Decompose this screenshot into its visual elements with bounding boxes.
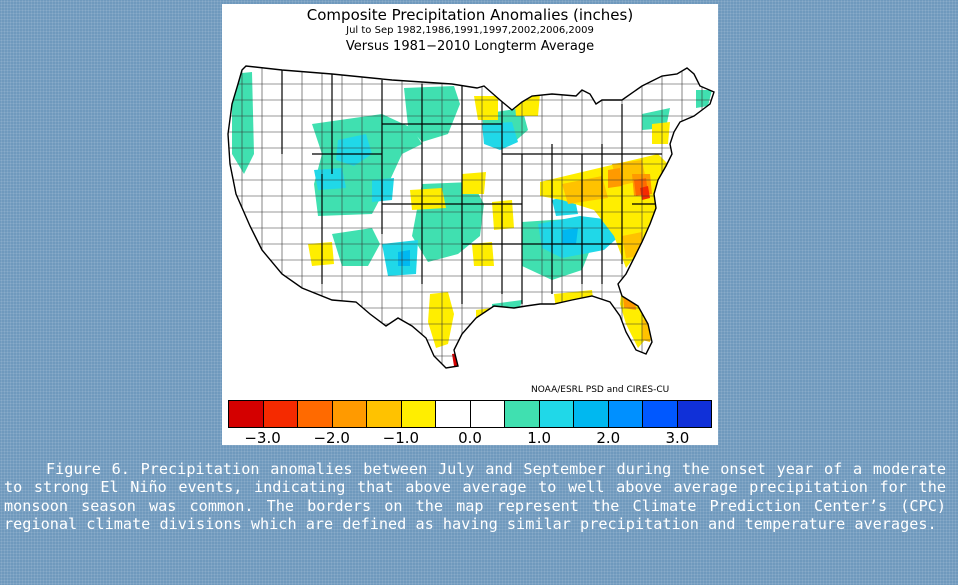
map-subtitle: Jul to Sep 1982,1986,1991,1997,2002,2006… [346,25,594,36]
color-scale-box [677,401,711,427]
color-scale-box [229,401,264,427]
color-scale-box [574,401,609,427]
color-scale-tick-label: 1.0 [527,429,552,447]
color-scale-ticks: −3.0 −2.0 −1.0 0.0 1.0 2.0 3.0 [222,429,718,447]
color-scale-box [263,401,298,427]
color-scale-box [505,401,540,427]
color-scale-box [539,401,574,427]
color-scale-box [436,401,471,427]
color-scale-tick-label: −3.0 [244,429,281,447]
color-scale-tick-label: 0.0 [458,429,482,447]
color-scale-box [298,401,333,427]
color-scale-tick-label: −2.0 [313,429,350,447]
color-scale-box [401,401,436,427]
color-scale-bar [228,400,712,428]
color-scale-box [643,401,678,427]
map-title: Composite Precipitation Anomalies (inche… [306,6,634,24]
credit-label: NOAA/ESRL PSD and CIRES-CU [531,385,670,395]
color-scale-box [470,401,505,427]
figure-caption: Figure 6. Precipitation anomalies betwee… [4,460,946,534]
color-scale-box [332,401,367,427]
color-scale-tick-label: −1.0 [382,429,420,447]
map-comparison: Versus 1981−2010 Longterm Average [345,39,595,54]
color-scale-box [367,401,402,427]
figure-panel: Composite Precipitation Anomalies (inche… [222,4,718,447]
color-scale-box [608,401,643,427]
color-scale-tick-label: 3.0 [665,429,690,447]
us-climate-division-map [227,65,715,369]
color-scale-tick-label: 2.0 [596,429,621,447]
